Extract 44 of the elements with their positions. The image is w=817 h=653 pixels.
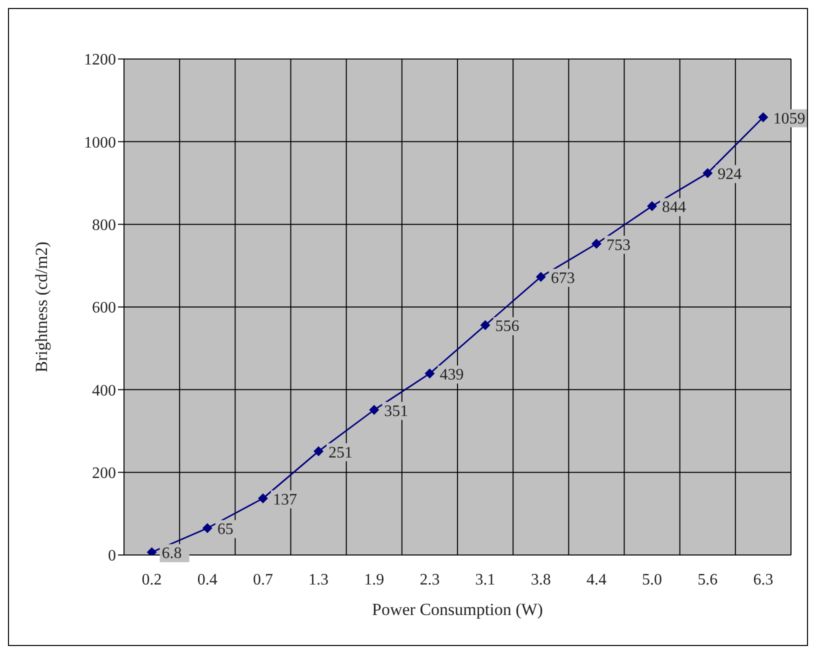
y-tick-label: 200 bbox=[92, 465, 116, 482]
x-tick-label: 5.6 bbox=[698, 571, 718, 588]
point bbox=[702, 168, 713, 178]
data-label: 65 bbox=[217, 521, 234, 538]
x-tick-label: 5.0 bbox=[642, 571, 662, 588]
y-axis-title: Brightness (cd/m2) bbox=[32, 242, 52, 372]
data-label: 924 bbox=[718, 166, 742, 184]
data-label: 439 bbox=[440, 366, 464, 384]
y-tick-label: 400 bbox=[92, 382, 116, 400]
data-label: 673 bbox=[550, 270, 575, 287]
x-tick-label: 4.4 bbox=[586, 571, 606, 588]
x-axis-title: Power Consumption (W) bbox=[372, 600, 543, 619]
y-tick-label: 600 bbox=[92, 300, 116, 317]
point bbox=[536, 272, 546, 282]
data-label: 556 bbox=[495, 318, 520, 336]
point bbox=[424, 368, 435, 379]
y-tick-label: 1200 bbox=[84, 52, 116, 69]
x-tick-label: 0.2 bbox=[142, 571, 162, 588]
point bbox=[369, 404, 380, 415]
x-tick-label: 0.7 bbox=[252, 571, 273, 588]
x-tick-label: 3.8 bbox=[530, 571, 551, 588]
x-tick-label: 1.3 bbox=[308, 571, 329, 588]
data-label: 753 bbox=[606, 236, 630, 254]
x-tick-label: 0.4 bbox=[197, 571, 218, 588]
point bbox=[480, 320, 490, 330]
point bbox=[647, 201, 658, 212]
x-tick-label: 2.3 bbox=[420, 571, 440, 588]
data-label: 6.8 bbox=[162, 545, 182, 562]
y-tick-label: 0 bbox=[108, 548, 116, 565]
x-tick-label: 1.9 bbox=[364, 571, 384, 588]
y-tick-label: 1000 bbox=[84, 134, 116, 152]
x-tick-label: 3.1 bbox=[475, 571, 496, 588]
data-label: 137 bbox=[272, 491, 297, 508]
point bbox=[758, 112, 768, 122]
point bbox=[591, 238, 602, 249]
x-tick-label: 6.3 bbox=[753, 571, 774, 588]
data-label: 251 bbox=[328, 444, 353, 462]
y-tick-label: 800 bbox=[92, 217, 116, 234]
point bbox=[314, 446, 324, 456]
data-label: 844 bbox=[662, 199, 686, 216]
data-label: 1059 bbox=[773, 110, 806, 128]
point bbox=[258, 493, 268, 504]
data-label: 351 bbox=[384, 402, 408, 420]
point bbox=[202, 523, 212, 534]
